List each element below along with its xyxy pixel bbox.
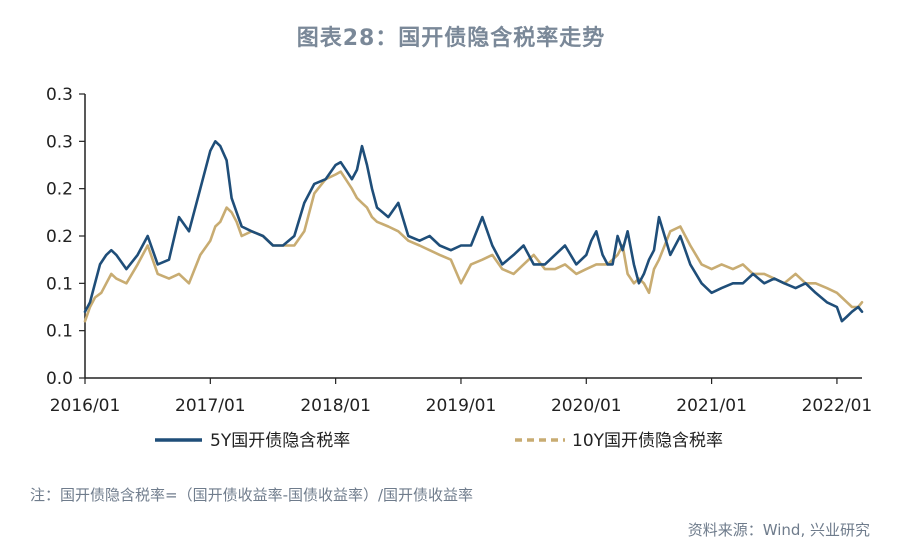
y-tick-label: 0.0 (46, 369, 73, 389)
legend-label-5y: 5Y国开债隐含税率 (210, 431, 350, 451)
x-tick-label: 2021/01 (676, 396, 747, 416)
x-tick-label: 2017/01 (175, 396, 246, 416)
x-tick-label: 2022/01 (802, 396, 873, 416)
x-tick-label: 2018/01 (300, 396, 371, 416)
series-layer (83, 140, 864, 323)
y-axis: 0.0 0.1 0.1 0.2 0.2 0.3 0.3 (46, 85, 86, 389)
x-axis: 2016/01 2017/01 2018/01 2019/01 2020/01 2021/… (50, 377, 873, 416)
series-10y-line (83, 170, 864, 323)
y-tick-label: 0.1 (46, 322, 73, 342)
y-tick-label: 0.3 (46, 85, 73, 105)
y-tick-label: 0.2 (46, 180, 73, 200)
legend-label-10y: 10Y国开债隐含税率 (572, 431, 723, 451)
y-tick-label: 0.1 (46, 274, 73, 294)
data-source: 资料来源：Wind, 兴业研究 (687, 521, 870, 539)
x-tick-label: 2020/01 (551, 396, 622, 416)
series-5y-line (83, 140, 864, 323)
legend: 5Y国开债隐含税率 10Y国开债隐含税率 (155, 431, 723, 451)
x-tick-label: 2019/01 (426, 396, 497, 416)
y-tick-label: 0.2 (46, 227, 73, 247)
chart-title: 图表28：国开债隐含税率走势 (296, 26, 606, 51)
chart-note: 注：国开债隐含税率=（国开债收益率-国债收益率）/国开债收益率 (30, 486, 474, 504)
y-tick-label: 0.3 (46, 132, 73, 152)
x-tick-label: 2016/01 (50, 396, 121, 416)
